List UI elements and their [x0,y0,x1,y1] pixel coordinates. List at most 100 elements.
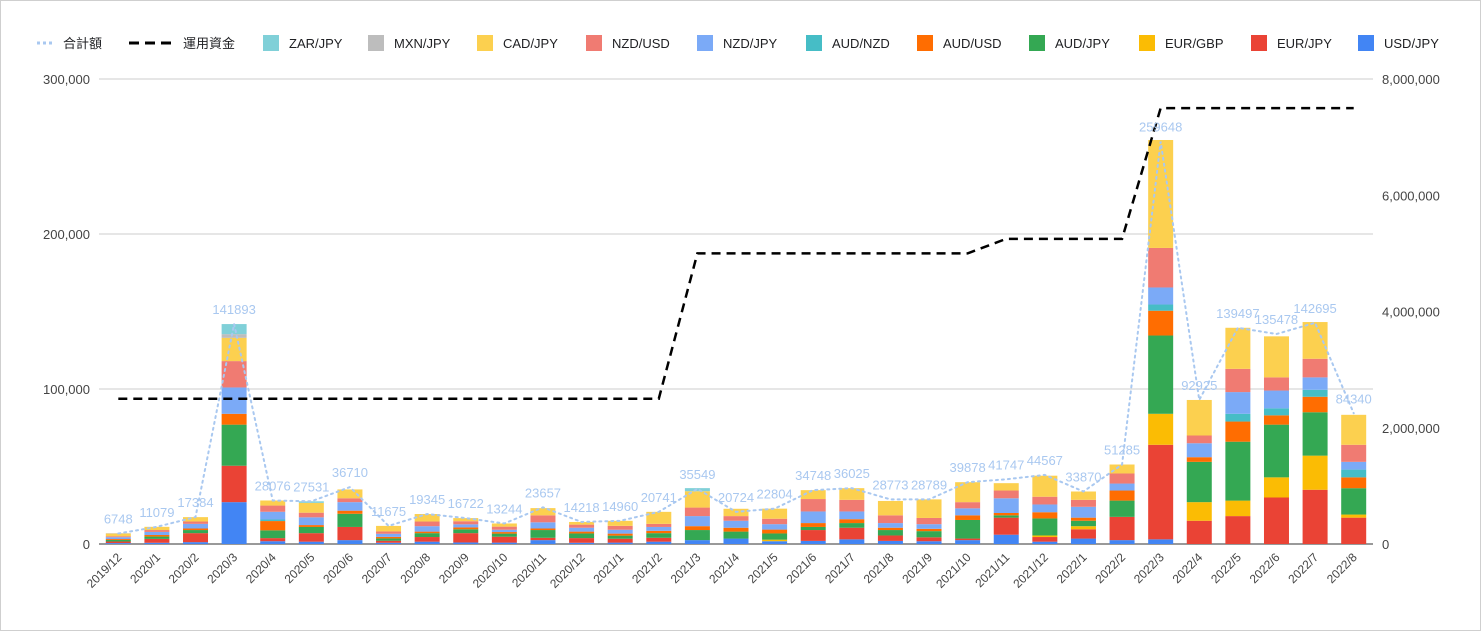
bar-segment [608,530,633,534]
bar-segment [530,515,555,522]
total-data-label: 16722 [448,496,484,511]
x-tick-label: 2021/8 [861,550,897,586]
bar-segment [724,516,749,521]
bar-segment [685,508,710,517]
bar-segment [299,525,324,527]
total-data-label: 141893 [212,302,255,317]
bar-segment [839,528,864,540]
bar-segment [1225,369,1250,392]
bar-segment [222,387,247,413]
bar-segment [917,531,942,537]
bar-segment [183,530,208,533]
left-tick-label: 100,000 [43,382,90,397]
bar-segment [917,524,942,529]
legend-item: EUR/JPY [1251,35,1332,51]
bar-segment [1264,408,1289,415]
total-data-label: 14960 [602,499,638,514]
total-data-label: 14218 [563,500,599,515]
bar-segment [839,519,864,523]
legend-label: EUR/JPY [1277,36,1332,51]
bar-segment [1264,336,1289,377]
bar-segment [337,511,362,514]
bar-segment [183,529,208,531]
bar-segment [183,524,208,529]
legend-swatch [1251,35,1267,51]
right-tick-label: 8,000,000 [1382,72,1440,87]
bar-segment [608,539,633,543]
total-data-label: 19345 [409,492,445,507]
total-data-label: 135478 [1255,312,1298,327]
bar-segment [1264,415,1289,424]
x-tick-label: 2021/10 [933,550,974,591]
bar-segment [608,536,633,539]
x-tick-label: 2020/7 [359,550,395,586]
bar-segment [1303,377,1328,389]
total-data-label: 6748 [104,512,133,527]
bar-segment [337,514,362,527]
bar-segment [1303,490,1328,544]
bar-segment [299,533,324,542]
bar-segment [376,534,401,537]
bar-segment [222,425,247,466]
x-tick-label: 2020/2 [166,550,202,586]
bar-segment [801,530,826,541]
bar-segment [955,520,980,539]
legend-label: AUD/NZD [832,36,890,51]
bar-segment [106,543,131,544]
legend-swatch [1358,35,1374,51]
total-data-label: 23657 [525,485,561,500]
total-data-label: 35549 [679,467,715,482]
bar-segment [299,527,324,533]
bar-segment [1187,502,1212,521]
bar-segment [453,542,478,544]
legend-swatch [368,35,384,51]
total-data-label: 34748 [795,468,831,483]
bar-segment [1071,529,1096,538]
bar-segment [955,508,980,515]
bar-segment [917,499,942,518]
bar-segment [801,523,826,527]
bar-segment [376,541,401,543]
total-data-label: 259648 [1139,120,1182,135]
total-data-label: 92925 [1181,378,1217,393]
bar-segment [337,502,362,511]
bar-segment [299,503,324,513]
right-tick-label: 0 [1382,537,1389,552]
bar-segment [530,530,555,538]
bar-segment [1032,537,1057,542]
x-tick-label: 2022/6 [1247,550,1283,586]
legend-label: AUD/JPY [1055,36,1110,51]
legend-label: MXN/JPY [394,36,451,51]
total-data-label: 28789 [911,477,947,492]
bar-segment [762,530,787,534]
x-tick-label: 2021/7 [822,550,858,586]
left-tick-label: 200,000 [43,227,90,242]
bar-segment [994,513,1019,515]
bar-segment [1110,517,1135,540]
bar-segment [1032,504,1057,512]
x-tick-label: 2021/6 [783,550,819,586]
bar-segment [569,533,594,538]
bar-segment [260,538,285,541]
bar-segment [530,538,555,540]
legend-item: MXN/JPY [368,35,451,51]
x-tick-label: 2020/6 [320,550,356,586]
bar-segment [144,537,169,539]
bar-segment [415,514,440,522]
total-data-label: 51285 [1104,443,1140,458]
bar-segment [762,524,787,529]
bar-segment [1110,491,1135,501]
bar-segment [106,536,131,537]
x-tick-label: 2021/12 [1010,550,1051,591]
right-tick-label: 4,000,000 [1382,305,1440,320]
bar-segment [1032,476,1057,497]
bar-segment [724,528,749,532]
total-data-label: 27531 [293,479,329,494]
bar-segment [801,527,826,530]
total-data-label: 36710 [332,465,368,480]
bar-segment [878,535,903,540]
bar-segment [1341,415,1366,445]
bar-segment [1187,521,1212,544]
bar-segment [1341,445,1366,462]
